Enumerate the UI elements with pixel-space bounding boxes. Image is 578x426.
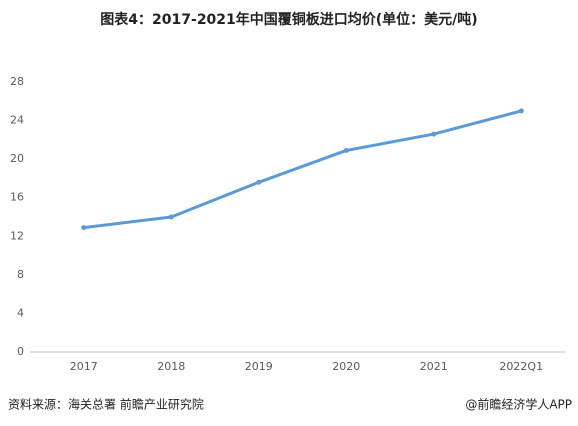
y-tick-label: 28 bbox=[10, 75, 24, 88]
y-tick-label: 0 bbox=[17, 345, 24, 358]
x-tick-label: 2018 bbox=[157, 360, 185, 373]
y-tick-label: 20 bbox=[10, 152, 24, 165]
point bbox=[431, 131, 437, 137]
source: 资料来源：海关总署 前瞻产业研究院 bbox=[8, 397, 204, 412]
point bbox=[343, 147, 349, 153]
line bbox=[83, 109, 522, 230]
x-tick-label: 2021 bbox=[420, 360, 448, 373]
x-tick-label: 2022Q1 bbox=[499, 360, 543, 373]
chart-title: 图表4：2017-2021年中国覆铜板进口均价(单位：美元/吨) bbox=[100, 11, 477, 28]
credit: @前瞻经济学人APP bbox=[465, 397, 572, 412]
y-tick-label: 24 bbox=[10, 114, 24, 127]
point bbox=[518, 108, 524, 114]
point bbox=[168, 214, 174, 220]
point bbox=[256, 179, 262, 185]
x-tick-label: 2020 bbox=[332, 360, 360, 373]
y-tick-label: 16 bbox=[10, 191, 24, 204]
x-tick-label: 2017 bbox=[70, 360, 98, 373]
y-tick-label: 8 bbox=[17, 268, 24, 281]
y-tick-label: 12 bbox=[10, 229, 24, 242]
x-tick-label: 2019 bbox=[245, 360, 273, 373]
y-tick-label: 4 bbox=[17, 306, 24, 319]
point bbox=[81, 225, 87, 231]
